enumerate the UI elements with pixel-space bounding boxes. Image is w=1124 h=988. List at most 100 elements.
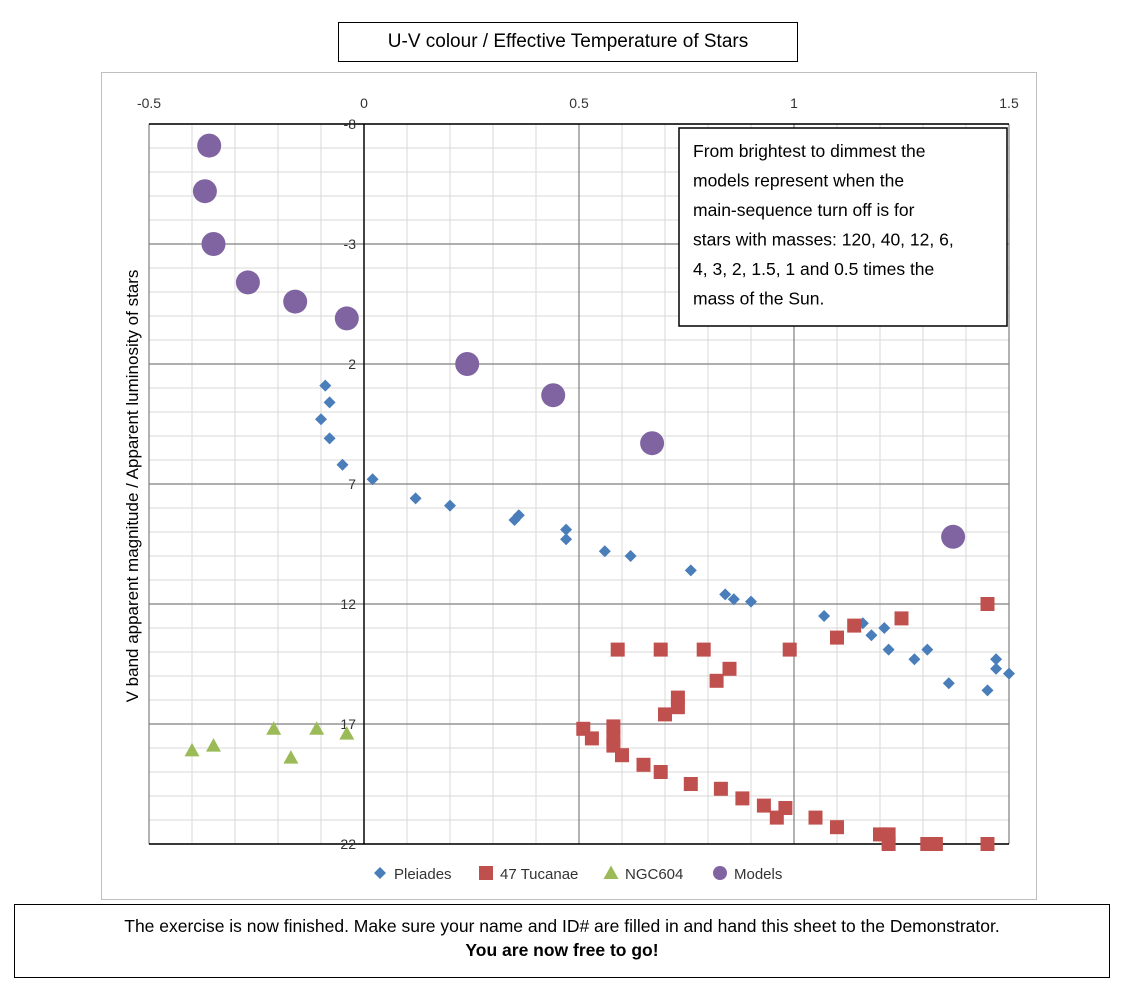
pleiades-point xyxy=(323,432,336,445)
47-tucanae-point xyxy=(980,837,995,851)
47-tucanae-point xyxy=(782,642,797,657)
annotation-line: main-sequence turn off is for xyxy=(693,200,915,220)
legend-marker xyxy=(479,866,493,880)
47-tucanae-point xyxy=(636,757,651,772)
47-tucanae-point xyxy=(615,748,629,763)
pleiades-point xyxy=(444,499,456,512)
47-tucanae-point xyxy=(808,810,823,825)
47-tucanae-point xyxy=(830,820,844,835)
47-tucanae-point xyxy=(928,837,943,851)
legend-marker xyxy=(374,867,386,879)
models-point xyxy=(541,383,566,408)
x-tick-label: 0 xyxy=(360,95,368,111)
47-tucanae-point xyxy=(658,707,672,722)
47-tucanae-point xyxy=(980,597,995,611)
ngc604-point xyxy=(309,721,325,735)
x-tick-label: 1.5 xyxy=(999,95,1019,111)
models-point xyxy=(192,179,217,204)
pleiades-point xyxy=(818,610,831,622)
pleiades-point xyxy=(727,593,740,606)
pleiades-point xyxy=(684,564,697,577)
47-tucanae-point xyxy=(722,661,737,676)
footer-note: The exercise is now finished. Make sure … xyxy=(14,904,1110,978)
legend-marker xyxy=(603,865,619,879)
pleiades-point xyxy=(990,653,1003,666)
pleiades-point xyxy=(323,396,336,409)
y-tick-label: 7 xyxy=(348,476,356,492)
47-tucanae-point xyxy=(778,801,793,815)
pleiades-point xyxy=(560,533,573,546)
annotation-line: models represent when the xyxy=(693,171,904,191)
pleiades-point xyxy=(624,550,637,562)
y-axis-title: V band apparent magnitude / Apparent lum… xyxy=(123,270,142,703)
47-tucanae-point xyxy=(847,618,862,633)
footer-instruction: The exercise is now finished. Make sure … xyxy=(124,916,1000,936)
pleiades-point xyxy=(990,662,1003,675)
pleiades-point xyxy=(882,643,895,656)
annotation-line: stars with masses: 120, 40, 12, 6, xyxy=(693,230,954,250)
models-point xyxy=(640,431,665,456)
47-tucanae-point xyxy=(683,777,698,791)
pleiades-point xyxy=(908,653,921,666)
pleiades-point xyxy=(865,629,878,642)
footer-dismissal: You are now free to go! xyxy=(465,940,659,960)
ngc604-point xyxy=(266,721,282,735)
47-tucanae-point xyxy=(894,611,909,626)
pleiades-point xyxy=(512,509,525,522)
annotation-box xyxy=(678,127,1008,327)
models-point xyxy=(283,289,308,314)
ngc604-point xyxy=(283,750,299,764)
models-point xyxy=(334,306,359,331)
47-tucanae-point xyxy=(881,837,896,851)
y-tick-label: 12 xyxy=(340,596,356,612)
x-tick-label: -0.5 xyxy=(137,95,161,111)
ngc604-point xyxy=(339,726,355,740)
pleiades-point xyxy=(981,684,994,697)
pleiades-point xyxy=(409,492,422,505)
models-point xyxy=(201,232,226,256)
47-tucanae-point xyxy=(610,642,625,657)
y-tick-label: 2 xyxy=(348,356,356,372)
pleiades-point xyxy=(315,413,327,426)
legend-label: 47 Tucanae xyxy=(500,866,578,883)
47-tucanae-point xyxy=(584,731,599,746)
pleiades-point xyxy=(942,677,955,690)
47-tucanae-point xyxy=(713,781,728,796)
y-tick-label: 22 xyxy=(340,836,356,852)
47-tucanae-point xyxy=(606,719,621,734)
x-tick-label: 0.5 xyxy=(569,95,589,111)
pleiades-point xyxy=(719,588,732,601)
annotation-line: From brightest to dimmest the xyxy=(693,141,925,161)
pleiades-point xyxy=(745,595,757,608)
47-tucanae-point xyxy=(653,642,668,657)
models-point xyxy=(455,352,480,376)
y-tick-label: 17 xyxy=(340,716,356,732)
legend-label: Models xyxy=(734,866,782,883)
47-tucanae-point xyxy=(653,765,668,779)
chart-title: U-V colour / Effective Temperature of St… xyxy=(338,22,798,62)
pleiades-point xyxy=(319,379,332,392)
pleiades-point xyxy=(921,643,934,656)
annotation-line: 4, 3, 2, 1.5, 1 and 0.5 times the xyxy=(693,259,934,279)
scatter-plot: -0.5 0 0.5 1 1.5 -8 -3 2 7 12 17 22 V band apparent … xyxy=(123,95,1019,883)
pleiades-point xyxy=(598,545,611,558)
y-tick-label: -8 xyxy=(344,116,357,132)
y-tick-label: -3 xyxy=(344,236,357,252)
legend-label: Pleiades xyxy=(394,866,452,883)
47-tucanae-point xyxy=(756,798,771,813)
chart-area: -0.5 0 0.5 1 1.5 -8 -3 2 7 12 17 22 V band apparent … xyxy=(101,72,1037,900)
pleiades-point xyxy=(878,622,891,634)
models-point xyxy=(941,524,966,549)
ngc604-point xyxy=(184,742,200,757)
legend-marker xyxy=(713,866,727,880)
legend-label: NGC604 xyxy=(625,866,683,883)
pleiades-point xyxy=(336,458,349,471)
x-tick-label: 1 xyxy=(790,95,798,111)
ngc604-point xyxy=(206,738,221,752)
models-point xyxy=(235,270,260,295)
47-tucanae-point xyxy=(670,700,685,715)
47-tucanae-point xyxy=(696,642,711,657)
47-tucanae-point xyxy=(735,791,750,806)
annotation-line: mass of the Sun. xyxy=(693,289,824,309)
pleiades-point xyxy=(1003,667,1015,680)
